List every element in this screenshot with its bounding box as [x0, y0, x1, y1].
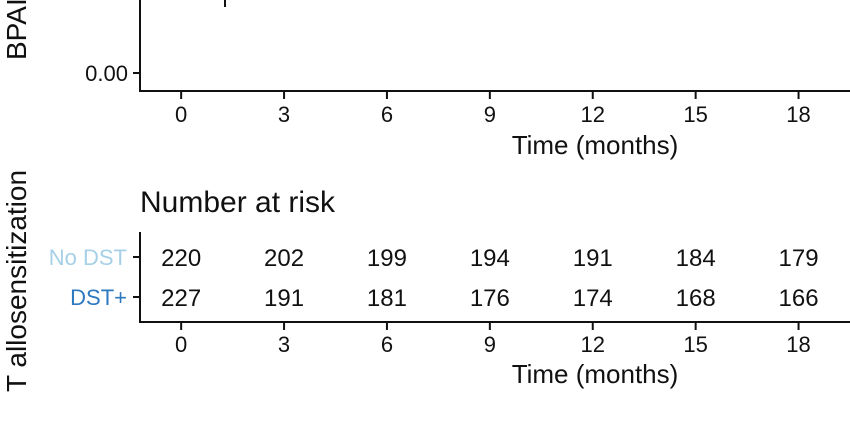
risk-count: 220 [161, 245, 201, 272]
risk-count: 227 [161, 285, 201, 312]
risk-x-tick-label: 18 [786, 332, 810, 357]
risk-count: 176 [470, 285, 510, 312]
top-x-tick-label: 9 [484, 102, 496, 127]
risk-x-tick-label: 9 [484, 332, 496, 357]
risk-count: 168 [676, 285, 716, 312]
risk-table-title: Number at risk [140, 186, 336, 219]
risk-x-tick-label: 15 [683, 332, 707, 357]
risk-row-label: No DST [49, 245, 127, 270]
risk-count: 202 [264, 245, 304, 272]
top-x-tick-label: 6 [381, 102, 393, 127]
top-x-tick-label: 18 [786, 102, 810, 127]
top-x-tick-label: 15 [683, 102, 707, 127]
top-x-tick-label: 12 [581, 102, 605, 127]
survival-plot: BPAI 0.00 0 3 6 9 12 15 18 Time (months) [1, 0, 850, 160]
risk-count: 179 [779, 245, 819, 272]
top-y-tick-label: 0.00 [85, 61, 128, 86]
risk-x-axis-title: Time (months) [512, 359, 679, 389]
top-x-tick-label: 0 [175, 102, 187, 127]
risk-count: 199 [367, 245, 407, 272]
top-y-axis-title: BPAI [1, 0, 32, 60]
top-x-axis-title: Time (months) [512, 130, 679, 160]
risk-x-tick-label: 6 [381, 332, 393, 357]
risk-x-tick-label: 0 [175, 332, 187, 357]
risk-x-tick-label: 12 [581, 332, 605, 357]
risk-table: T allosensitization Number at risk No DS… [1, 170, 850, 392]
top-x-tick-label: 3 [278, 102, 290, 127]
risk-count: 184 [676, 245, 716, 272]
risk-count: 181 [367, 285, 407, 312]
risk-count: 174 [573, 285, 613, 312]
risk-count: 194 [470, 245, 510, 272]
risk-count: 191 [573, 245, 613, 272]
risk-row-label: DST+ [70, 285, 127, 310]
risk-x-tick-label: 3 [278, 332, 290, 357]
risk-group-title: T allosensitization [1, 170, 32, 392]
risk-count: 191 [264, 285, 304, 312]
risk-count: 166 [779, 285, 819, 312]
